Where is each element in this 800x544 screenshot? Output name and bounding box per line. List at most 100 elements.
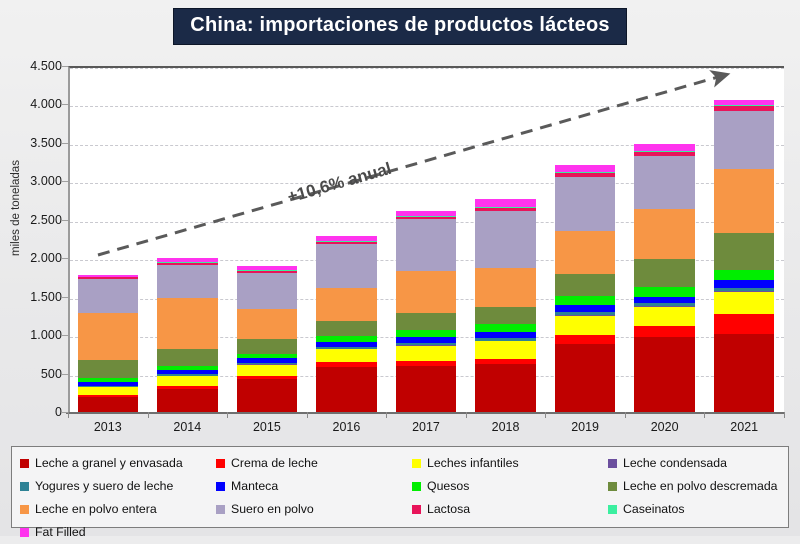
legend-swatch-icon — [216, 504, 225, 514]
x-axis-tick-mark — [306, 412, 308, 418]
legend-label: Crema de leche — [231, 456, 318, 471]
bar-segment — [395, 270, 457, 314]
bar-segment — [157, 365, 218, 370]
legend-swatch-icon — [412, 458, 421, 468]
legend-label: Leche a granel y envasada — [35, 456, 183, 471]
bar-segment — [316, 346, 377, 349]
bar-segment — [316, 362, 377, 367]
bar-segment — [316, 335, 377, 342]
legend-label: Manteca — [231, 479, 279, 494]
bar-segment — [634, 143, 695, 151]
bar-segment — [157, 262, 218, 265]
legend-swatch-icon — [20, 504, 29, 514]
bar-segment — [475, 267, 536, 307]
legend-item[interactable]: Leche a granel y envasada — [20, 456, 216, 471]
y-axis-tick-label: 500 — [40, 366, 62, 381]
legend-item[interactable]: Yogures y suero de leche — [20, 479, 216, 494]
y-axis-tick-mark — [62, 66, 68, 67]
bar-segment — [713, 168, 775, 233]
bar-segment — [713, 99, 775, 106]
y-axis-tick-label: 4.000 — [30, 97, 62, 112]
x-axis-tick-mark — [386, 412, 388, 418]
bar-segment — [713, 280, 775, 288]
bar-segment — [713, 287, 775, 291]
bar-segment — [77, 397, 138, 412]
y-axis-tick-label: 4.500 — [30, 59, 62, 73]
legend-swatch-icon — [20, 458, 29, 468]
bar-segment — [77, 312, 138, 361]
bar-stack — [236, 265, 298, 412]
legend-item[interactable]: Leche en polvo entera — [20, 502, 216, 517]
bar-segment — [475, 338, 536, 341]
bar-segment — [554, 335, 616, 344]
y-axis-tick-label: 3.500 — [30, 135, 62, 150]
x-axis-tick-mark — [784, 412, 785, 418]
legend-item[interactable]: Leches infantiles — [412, 457, 608, 470]
bar-segment — [157, 386, 218, 389]
legend-item[interactable]: Crema de leche — [216, 456, 412, 471]
bar-segment — [395, 365, 457, 412]
legend-swatch-icon — [608, 504, 617, 514]
x-axis-tick-label: 2018 — [491, 420, 520, 434]
bar-segment — [634, 208, 695, 259]
legend-label: Suero en polvo — [231, 502, 314, 517]
bar-segment — [554, 165, 616, 173]
bar-segment — [713, 290, 775, 292]
bar-stack — [157, 258, 218, 412]
y-axis-tick-label: 3.000 — [30, 174, 62, 189]
bar-segment — [77, 360, 138, 379]
bar-segment — [634, 287, 695, 297]
x-axis-tick-label: 2020 — [650, 420, 679, 434]
bar-segment — [236, 272, 298, 309]
bar-stack — [713, 99, 775, 412]
legend-swatch-icon — [608, 458, 617, 468]
x-axis-tick-mark — [624, 412, 626, 418]
bar-segment — [713, 110, 775, 169]
bar-segment — [236, 353, 298, 359]
x-axis-tick-label: 2019 — [571, 420, 599, 434]
bar-segment — [475, 198, 536, 207]
bar-segment — [157, 369, 218, 375]
legend-label: Yogures y suero de leche — [35, 479, 174, 494]
legend-item[interactable]: Suero en polvo — [216, 502, 412, 517]
y-axis-tick-label: 1.000 — [30, 328, 62, 343]
bar-segment — [236, 265, 298, 271]
bar-segment — [554, 312, 616, 315]
title-container: China: importaciones de productos lácteo… — [0, 8, 800, 45]
gridline — [70, 68, 784, 69]
legend-item[interactable]: Leche condensada — [608, 457, 794, 470]
legend-item[interactable]: Lactosa — [412, 503, 608, 516]
bar-segment — [395, 337, 457, 344]
bar-segment — [475, 340, 536, 342]
x-axis-tick-label: 2017 — [412, 420, 440, 434]
bar-segment — [236, 358, 298, 363]
bar-segment — [475, 341, 536, 359]
y-axis-tick-label: 1.500 — [30, 289, 62, 304]
bar-segment — [395, 345, 457, 346]
legend-label: Leche en polvo entera — [35, 502, 157, 517]
bar-series-container — [68, 66, 784, 412]
legend-item[interactable]: Caseinatos — [608, 503, 794, 516]
legend-swatch-icon — [608, 481, 617, 491]
bar-segment — [634, 337, 695, 412]
bar-segment — [236, 339, 298, 354]
bar-segment — [236, 376, 298, 380]
bar-segment — [316, 366, 377, 412]
legend-swatch-icon — [216, 458, 225, 468]
bar-stack — [634, 143, 695, 412]
bar-segment — [634, 258, 695, 288]
legend-item[interactable]: Quesos — [412, 480, 608, 493]
bar-segment — [395, 219, 457, 271]
bar-segment — [157, 375, 218, 377]
bar-segment — [157, 388, 218, 412]
legend-item[interactable]: Manteca — [216, 479, 412, 494]
x-axis-tick-mark — [545, 412, 547, 418]
x-axis-tick-label: 2014 — [173, 420, 202, 434]
bar-stack — [316, 236, 377, 412]
bar-segment — [634, 296, 695, 304]
bar-segment — [554, 176, 616, 231]
legend-item[interactable]: Fat Filled — [20, 526, 216, 539]
bar-segment — [395, 313, 457, 331]
legend-item[interactable]: Leche en polvo descremada — [608, 480, 794, 493]
y-axis-tick-mark — [62, 258, 68, 260]
